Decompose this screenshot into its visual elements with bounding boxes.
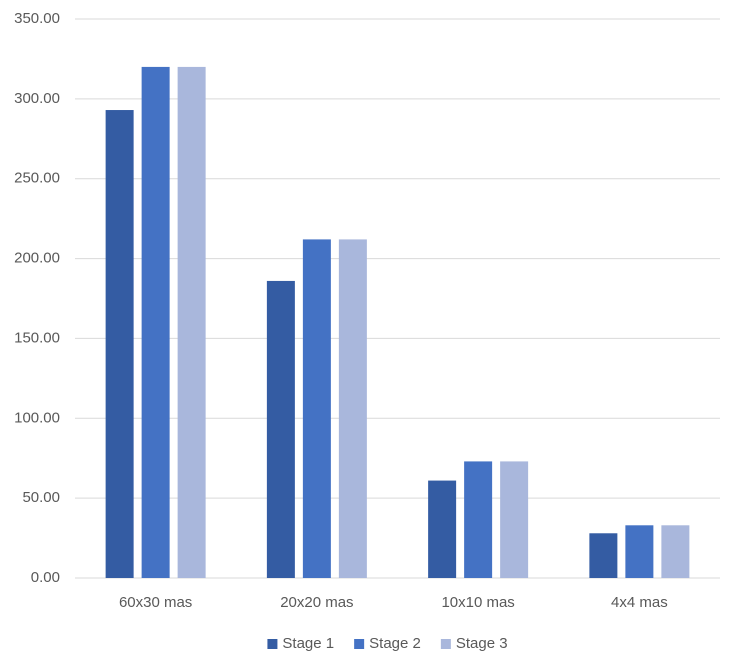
y-tick-label: 350.00 — [14, 10, 60, 27]
y-tick-label: 0.00 — [31, 569, 60, 586]
legend-label: Stage 2 — [369, 635, 421, 652]
bar — [302, 239, 331, 579]
legend-swatch — [267, 639, 278, 649]
bar — [589, 533, 618, 578]
bar — [500, 461, 529, 578]
y-tick-label: 300.00 — [14, 90, 60, 107]
bar — [428, 480, 457, 578]
x-tick-label: 4x4 mas — [611, 594, 668, 611]
y-tick-label: 50.00 — [22, 489, 60, 506]
y-tick-label: 100.00 — [14, 409, 60, 426]
x-tick-label: 20x20 mas — [280, 594, 353, 611]
bar — [661, 525, 690, 578]
bar — [338, 239, 367, 579]
bar — [141, 66, 170, 579]
bar — [105, 110, 134, 578]
legend-swatch — [440, 639, 451, 649]
bar — [177, 66, 206, 579]
y-tick-label: 150.00 — [14, 329, 60, 346]
legend-label: Stage 3 — [456, 635, 508, 652]
bar — [464, 461, 493, 578]
legend-label: Stage 1 — [282, 635, 334, 652]
y-tick-label: 200.00 — [14, 250, 60, 267]
legend-swatch — [354, 639, 365, 649]
bar — [625, 525, 654, 578]
y-tick-label: 250.00 — [14, 170, 60, 187]
x-tick-label: 10x10 mas — [441, 594, 514, 611]
x-tick-label: 60x30 mas — [119, 594, 192, 611]
bar — [266, 280, 295, 578]
